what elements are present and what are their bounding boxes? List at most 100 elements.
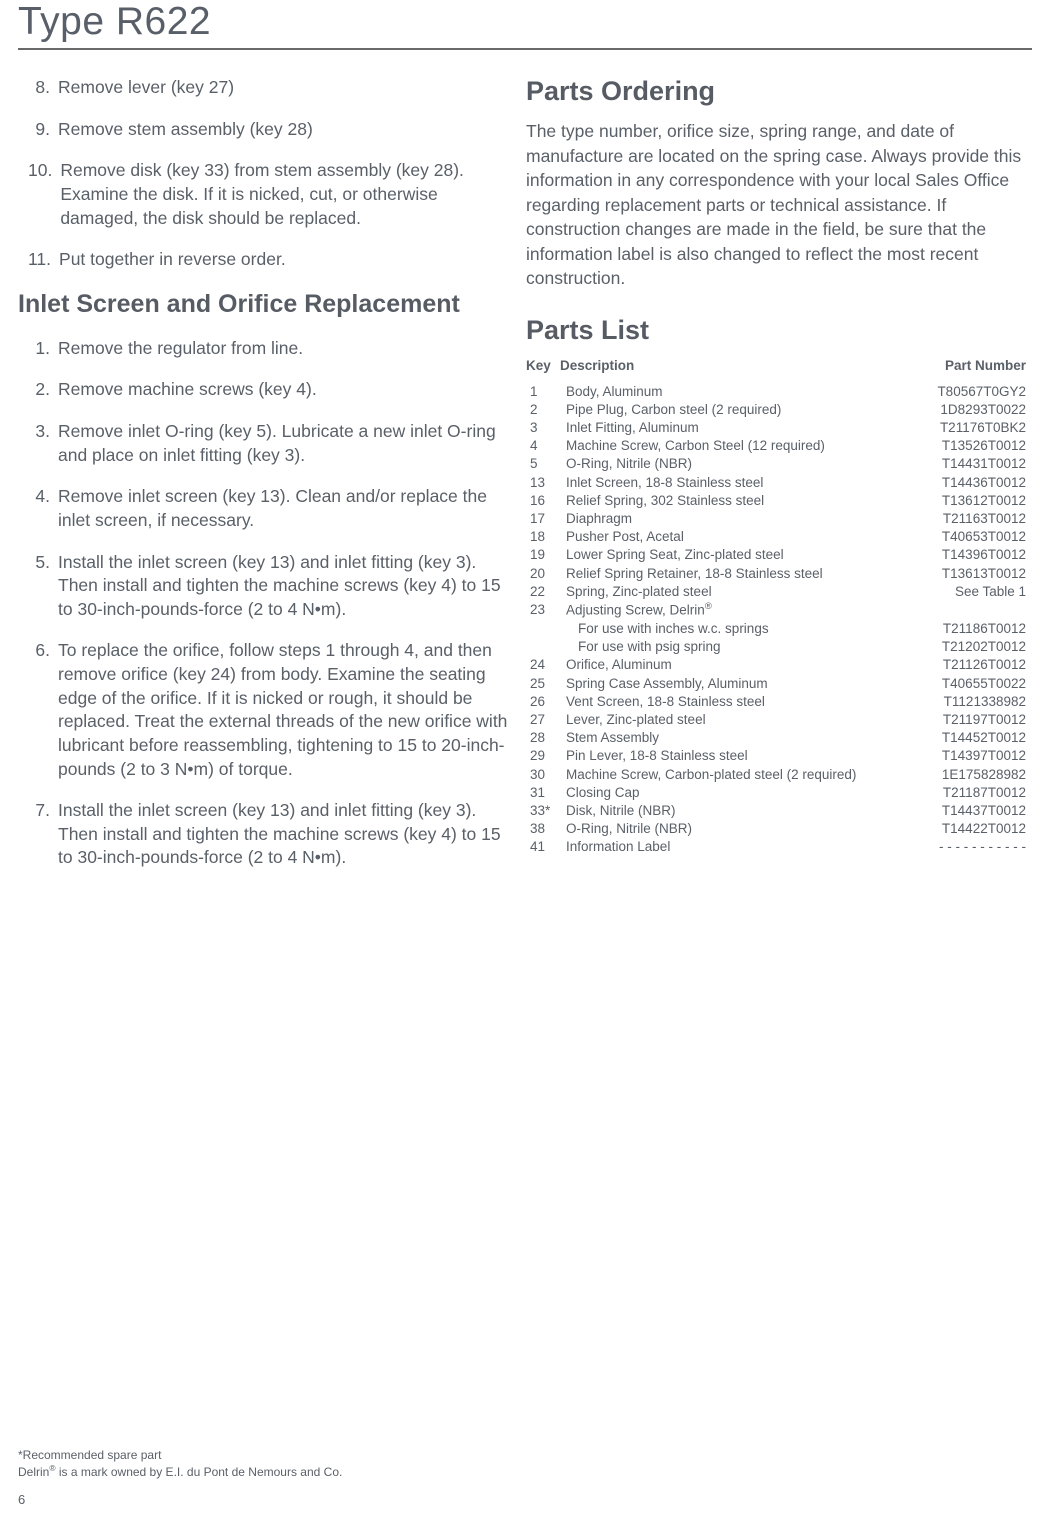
parts-desc: Orifice, Aluminum: [566, 656, 916, 674]
parts-key: 24: [526, 656, 566, 674]
parts-table-header: Key Description Part Number: [526, 358, 1026, 373]
parts-number: T14397T0012: [916, 747, 1026, 765]
parts-desc: Lever, Zinc-plated steel: [566, 711, 916, 729]
parts-row: 1Body, AluminumT80567T0GY2: [526, 383, 1026, 401]
parts-desc: Pusher Post, Acetal: [566, 528, 916, 546]
th-desc: Description: [560, 358, 916, 373]
footnote-line1: *Recommended spare part: [18, 1448, 342, 1464]
parts-desc: Pin Lever, 18-8 Stainless steel: [566, 747, 916, 765]
step-item: 7.Install the inlet screen (key 13) and …: [18, 799, 508, 870]
content-area: 8.Remove lever (key 27)9.Remove stem ass…: [18, 76, 1032, 888]
parts-number: T13613T0012: [916, 565, 1026, 583]
parts-number: T21186T0012: [916, 620, 1026, 638]
parts-row: 41Information Label- - - - - - - - - - -: [526, 838, 1026, 856]
parts-key: 26: [526, 693, 566, 711]
step-text: To replace the orifice, follow steps 1 t…: [58, 639, 508, 781]
parts-desc: For use with inches w.c. springs: [566, 620, 916, 638]
parts-key: 20: [526, 565, 566, 583]
parts-desc: Lower Spring Seat, Zinc-plated steel: [566, 546, 916, 564]
parts-key: 1: [526, 383, 566, 401]
parts-desc: Spring Case Assembly, Aluminum: [566, 675, 916, 693]
step-number: 3.: [28, 420, 58, 467]
parts-desc: Machine Screw, Carbon Steel (12 required…: [566, 437, 916, 455]
parts-ordering-text: The type number, orifice size, spring ra…: [526, 119, 1026, 291]
step-number: 9.: [28, 118, 58, 142]
parts-number: T13526T0012: [916, 437, 1026, 455]
footnote-line2: Delrin® is a mark owned by E.I. du Pont …: [18, 1463, 342, 1481]
th-key: Key: [526, 358, 560, 373]
parts-number: T21187T0012: [916, 784, 1026, 802]
parts-row: 29Pin Lever, 18-8 Stainless steelT14397T…: [526, 747, 1026, 765]
parts-number: T21202T0012: [916, 638, 1026, 656]
parts-row: 38O-Ring, Nitrile (NBR)T14422T0012: [526, 820, 1026, 838]
parts-number: T14437T0012: [916, 802, 1026, 820]
parts-key: 5: [526, 455, 566, 473]
step-item: 11.Put together in reverse order.: [18, 248, 508, 272]
parts-desc: Body, Aluminum: [566, 383, 916, 401]
parts-key: [526, 638, 566, 656]
step-item: 10.Remove disk (key 33) from stem assemb…: [18, 159, 508, 230]
parts-row: 31Closing CapT21187T0012: [526, 784, 1026, 802]
parts-number: T21163T0012: [916, 510, 1026, 528]
parts-number: T14431T0012: [916, 455, 1026, 473]
parts-number: T1121338982: [916, 693, 1026, 711]
parts-number: 1D8293T0022: [916, 401, 1026, 419]
parts-desc: Spring, Zinc-plated steel: [566, 583, 916, 601]
step-text: Remove stem assembly (key 28): [58, 118, 508, 142]
parts-row: 22Spring, Zinc-plated steelSee Table 1: [526, 583, 1026, 601]
parts-key: 16: [526, 492, 566, 510]
parts-key: 28: [526, 729, 566, 747]
parts-key: 27: [526, 711, 566, 729]
parts-key: 18: [526, 528, 566, 546]
step-text: Put together in reverse order.: [59, 248, 508, 272]
th-part: Part Number: [916, 358, 1026, 373]
parts-key: 30: [526, 766, 566, 784]
parts-number: T14422T0012: [916, 820, 1026, 838]
parts-desc: For use with psig spring: [566, 638, 916, 656]
parts-number: T21126T0012: [916, 656, 1026, 674]
parts-key: 25: [526, 675, 566, 693]
parts-desc: Disk, Nitrile (NBR): [566, 802, 916, 820]
parts-list-heading: Parts List: [526, 315, 1026, 346]
parts-key: 13: [526, 474, 566, 492]
step-item: 3.Remove inlet O-ring (key 5). Lubricate…: [18, 420, 508, 467]
right-column: Parts Ordering The type number, orifice …: [526, 76, 1026, 888]
step-item: 1.Remove the regulator from line.: [18, 337, 508, 361]
parts-row: 28Stem AssemblyT14452T0012: [526, 729, 1026, 747]
left-column: 8.Remove lever (key 27)9.Remove stem ass…: [18, 76, 508, 888]
parts-number: T40655T0022: [916, 675, 1026, 693]
parts-desc: O-Ring, Nitrile (NBR): [566, 455, 916, 473]
parts-key: 23: [526, 601, 566, 620]
parts-number: T21176T0BK2: [916, 419, 1026, 437]
parts-number: T21197T0012: [916, 711, 1026, 729]
parts-row: 26Vent Screen, 18-8 Stainless steelT1121…: [526, 693, 1026, 711]
parts-key: 17: [526, 510, 566, 528]
parts-number: - - - - - - - - - - -: [916, 838, 1026, 856]
parts-key: 33*: [526, 802, 566, 820]
parts-desc: Adjusting Screw, Delrin®: [566, 601, 916, 620]
parts-desc: Inlet Screen, 18-8 Stainless steel: [566, 474, 916, 492]
initial-steps-list: 8.Remove lever (key 27)9.Remove stem ass…: [18, 76, 508, 272]
parts-row: For use with inches w.c. springsT21186T0…: [526, 620, 1026, 638]
step-item: 4.Remove inlet screen (key 13). Clean an…: [18, 485, 508, 532]
parts-row: 5O-Ring, Nitrile (NBR)T14431T0012: [526, 455, 1026, 473]
parts-row: 19Lower Spring Seat, Zinc-plated steelT1…: [526, 546, 1026, 564]
parts-row: For use with psig springT21202T0012: [526, 638, 1026, 656]
step-text: Install the inlet screen (key 13) and in…: [58, 799, 508, 870]
step-number: 8.: [28, 76, 58, 100]
parts-row: 27Lever, Zinc-plated steelT21197T0012: [526, 711, 1026, 729]
parts-key: 3: [526, 419, 566, 437]
parts-row: 24Orifice, AluminumT21126T0012: [526, 656, 1026, 674]
parts-desc: Diaphragm: [566, 510, 916, 528]
parts-desc: Closing Cap: [566, 784, 916, 802]
step-number: 2.: [28, 378, 58, 402]
step-number: 6.: [28, 639, 58, 781]
parts-ordering-heading: Parts Ordering: [526, 76, 1026, 107]
parts-desc: Stem Assembly: [566, 729, 916, 747]
parts-key: 41: [526, 838, 566, 856]
step-number: 7.: [28, 799, 58, 870]
parts-desc: Machine Screw, Carbon-plated steel (2 re…: [566, 766, 916, 784]
step-number: 10.: [28, 159, 60, 230]
step-number: 11.: [28, 248, 59, 272]
parts-key: 19: [526, 546, 566, 564]
